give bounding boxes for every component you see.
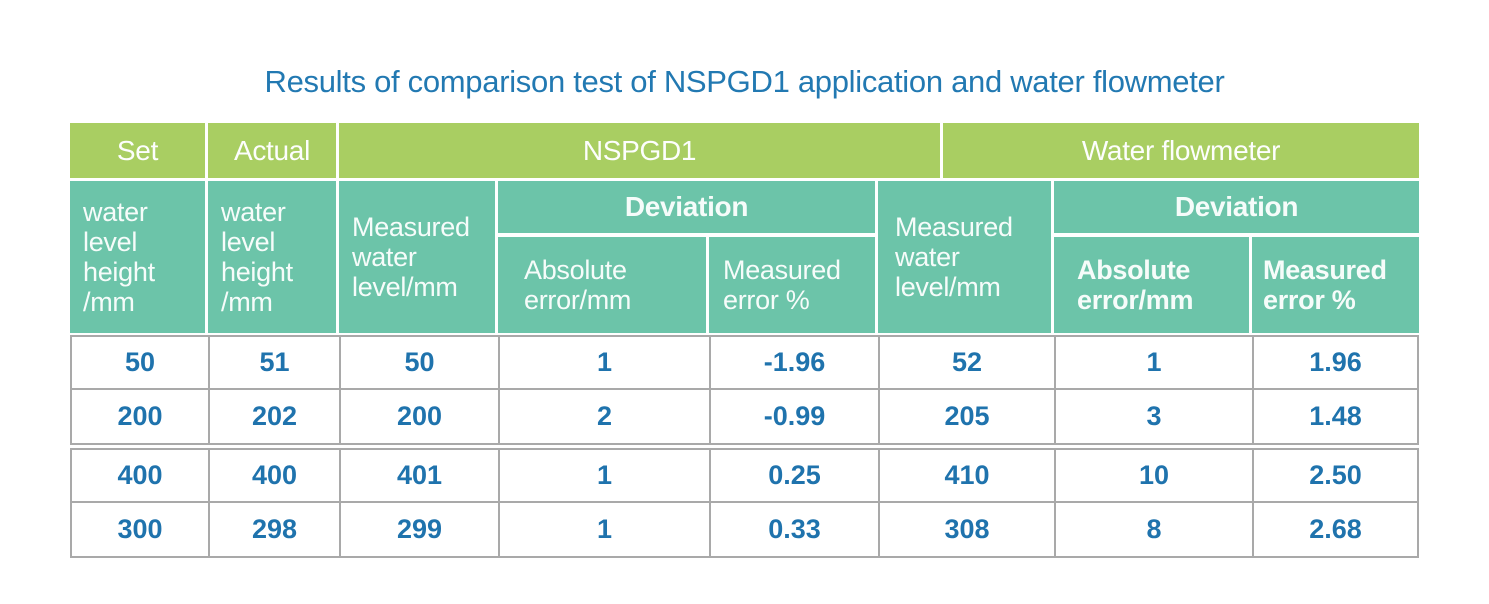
table-cell: 202: [210, 390, 341, 443]
table-cell: 298: [210, 503, 341, 556]
table-cell: 10: [1056, 450, 1254, 503]
header-nspgd1-deviation-group: Deviation Absolute error/mm Measured err…: [498, 181, 878, 333]
table-cell: 3: [1056, 390, 1254, 443]
table-cell: 1: [1056, 337, 1254, 390]
header-row-groups: Set Actual NSPGD1 Water flowmeter: [70, 123, 1419, 178]
header-set-water-level-height: water level height /mm: [70, 181, 208, 333]
comparison-table: Set Actual NSPGD1 Water flowmeter water …: [70, 123, 1419, 558]
table-cell: 2.68: [1254, 503, 1417, 556]
header-set: Set: [70, 123, 208, 178]
header-nspgd1: NSPGD1: [339, 123, 943, 178]
page-title: Results of comparison test of NSPGD1 app…: [264, 64, 1225, 99]
table-cell: 200: [72, 390, 210, 443]
table-cell: 50: [72, 337, 210, 390]
header-flowmeter-deviation-subrow: Absolute error/mm Measured error %: [1054, 237, 1419, 333]
header-nspgd1-deviation: Deviation: [498, 181, 875, 237]
data-block-upper: 50 51 50 1 -1.96 52 1 1.96 200 202 200 2…: [70, 335, 1419, 445]
table-cell: 400: [210, 450, 341, 503]
table-cell: 2: [500, 390, 711, 443]
header-actual-water-level-height: water level height /mm: [208, 181, 339, 333]
table-cell: 50: [341, 337, 500, 390]
table-cell: 51: [210, 337, 341, 390]
header-water-flowmeter: Water flowmeter: [943, 123, 1419, 178]
header-row-subcolumns: water level height /mm water level heigh…: [70, 181, 1419, 333]
header-nspgd1-absolute-error: Absolute error/mm: [498, 237, 709, 333]
header-flowmeter-deviation-group: Deviation Absolute error/mm Measured err…: [1054, 181, 1419, 333]
table-cell: 205: [880, 390, 1056, 443]
table-cell: 0.33: [711, 503, 880, 556]
table-cell: 410: [880, 450, 1056, 503]
table-cell: 1: [500, 450, 711, 503]
table-cell: -0.99: [711, 390, 880, 443]
header-nspgd1-measured-water-level: Measured water level/mm: [339, 181, 498, 333]
table-cell: 1: [500, 337, 711, 390]
table-cell: -1.96: [711, 337, 880, 390]
table-cell: 299: [341, 503, 500, 556]
table-cell: 0.25: [711, 450, 880, 503]
table-cell: 400: [72, 450, 210, 503]
header-actual: Actual: [208, 123, 339, 178]
table-cell: 2.50: [1254, 450, 1417, 503]
table-cell: 300: [72, 503, 210, 556]
header-flowmeter-measured-error: Measured error %: [1263, 255, 1387, 315]
table-cell: 52: [880, 337, 1056, 390]
header-nspgd1-measured-error: Measured error %: [723, 255, 841, 315]
table-cell: 1: [500, 503, 711, 556]
header-nspgd1-deviation-subrow: Absolute error/mm Measured error %: [498, 237, 875, 333]
header-flowmeter-absolute-error: Absolute error/mm: [1054, 237, 1252, 333]
table-cell: 200: [341, 390, 500, 443]
table-cell: 1.96: [1254, 337, 1417, 390]
table-cell: 8: [1056, 503, 1254, 556]
data-block-lower: 400 400 401 1 0.25 410 10 2.50 300 298 2…: [70, 448, 1419, 558]
table-cell: 1.48: [1254, 390, 1417, 443]
header-flowmeter-deviation: Deviation: [1054, 181, 1419, 237]
header-flowmeter-measured-water-level: Measured water level/mm: [878, 181, 1054, 333]
table-cell: 308: [880, 503, 1056, 556]
table-cell: 401: [341, 450, 500, 503]
